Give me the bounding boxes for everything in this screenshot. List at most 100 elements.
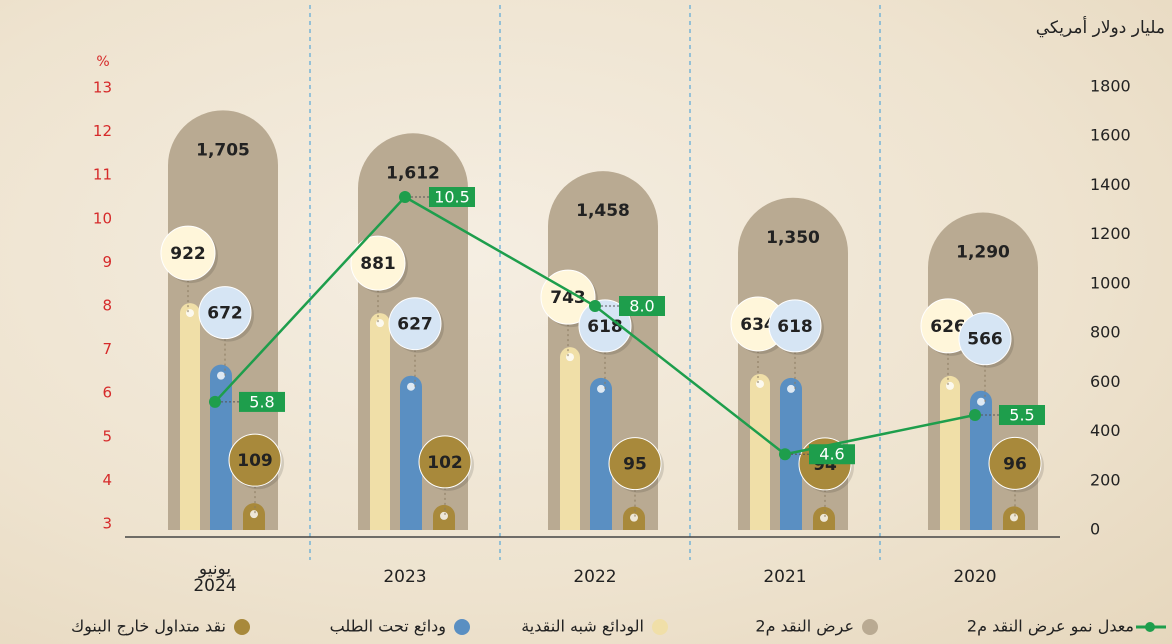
value-label: 743 [550, 288, 586, 308]
bar-dot [217, 371, 225, 380]
value-label: 102 [427, 453, 463, 473]
value-label: 618 [777, 317, 813, 337]
y2-tick-label: 4 [102, 471, 112, 489]
line-value-label: 8.0 [629, 297, 654, 316]
x-tick-label: 2021 [763, 567, 806, 587]
bubble [160, 225, 216, 281]
y-tick-label: 1800 [1090, 77, 1131, 96]
y2-tick-label: 3 [102, 515, 112, 533]
line-value-label: 5.5 [1009, 406, 1034, 425]
value-label: 1,350 [766, 228, 820, 248]
bubble [578, 299, 632, 353]
line-point [779, 448, 791, 461]
value-label: 1,458 [576, 201, 630, 221]
legend-swatch [454, 619, 470, 635]
x-tick-label: 2020 [953, 567, 996, 587]
line-value-label: 4.6 [819, 445, 844, 464]
bar-dot [407, 382, 415, 391]
legend-label: الودائع شبه النقدية [521, 617, 644, 637]
bar-dot [820, 513, 828, 522]
value-label: 672 [207, 304, 243, 324]
line-value-label: 5.8 [249, 392, 274, 411]
legend-label: معدل نمو عرض النقد م2 [967, 617, 1134, 637]
label-box [619, 296, 665, 316]
bar [180, 303, 200, 530]
line-point [399, 191, 411, 203]
bar-dot [597, 384, 605, 393]
y-tick-label: 1000 [1090, 273, 1131, 292]
x-tick-line: يونيو [198, 559, 231, 579]
value-label: 109 [237, 451, 273, 471]
bubble [768, 299, 822, 353]
bar [940, 375, 960, 530]
y-tick-label: 400 [1090, 421, 1121, 440]
value-label: 627 [397, 315, 433, 335]
y2-tick-label: 11 [93, 166, 112, 184]
bar-dot [376, 319, 384, 328]
y2-tick-label: 10 [93, 209, 112, 227]
y-tick-label: 1200 [1090, 224, 1131, 243]
bar-dot [1010, 513, 1018, 522]
legend-swatch [862, 619, 878, 635]
label-box [239, 391, 285, 412]
y-tick-label: 200 [1090, 470, 1121, 489]
bubble [228, 433, 282, 487]
y2-tick-label: 7 [102, 340, 112, 358]
legend-label: ودائع تحت الطلب [330, 617, 446, 637]
x-tick-label: يونيو 2024 [193, 559, 236, 596]
bubble [988, 436, 1042, 490]
bar-dot [566, 353, 574, 362]
bar [370, 313, 390, 530]
bubble [958, 312, 1012, 366]
y-tick-label: 0 [1090, 520, 1100, 539]
x-tick-label: 2023 [383, 567, 426, 587]
bubble [388, 297, 442, 351]
value-label: 1,290 [956, 243, 1010, 263]
line-point [209, 395, 221, 408]
y2-tick-label: 13 [93, 79, 112, 97]
y2-tick-label: 5 [102, 427, 112, 445]
value-label: 1,612 [386, 163, 440, 183]
bubble [350, 235, 406, 291]
value-label: 95 [623, 455, 647, 475]
bar-dot [756, 379, 764, 388]
y2-tick-label: 9 [102, 253, 112, 271]
label-box [429, 187, 475, 207]
value-label: 881 [360, 254, 396, 274]
y-tick-label: 1400 [1090, 175, 1131, 194]
y2-tick-label: 6 [102, 384, 112, 402]
value-label: 634 [740, 315, 776, 335]
y2-tick-label: 12 [93, 122, 112, 140]
bubble [418, 435, 472, 489]
value-label: 566 [967, 330, 1003, 350]
bar [970, 390, 992, 530]
value-label: 626 [930, 317, 966, 337]
legend-label: عرض النقد م2 [755, 617, 854, 637]
bar [590, 377, 612, 530]
legend-swatch [652, 619, 668, 635]
y-tick-label: 600 [1090, 372, 1121, 391]
bar [560, 347, 580, 530]
value-label: 1,705 [196, 140, 250, 160]
value-label: 96 [1003, 454, 1027, 474]
x-tick-label: 2022 [573, 567, 616, 587]
bar-dot [630, 513, 638, 522]
line-point [969, 409, 981, 421]
bar-dot [250, 510, 258, 519]
bar-dot [440, 511, 448, 520]
legend-swatch [234, 619, 250, 635]
y-axis-label: مليار دولار أمريكي [1036, 16, 1165, 38]
legend-label: نقد متداول خارج البنوك [71, 617, 226, 637]
bar-dot [977, 397, 985, 406]
bar-dot [787, 384, 795, 393]
bar-dot [946, 381, 954, 390]
x-tick-line: 2024 [193, 576, 236, 596]
line-point [589, 300, 601, 312]
bubble [198, 286, 252, 340]
y2-axis-label: % [96, 54, 109, 70]
y-tick-label: 1600 [1090, 126, 1131, 145]
label-box [999, 405, 1045, 425]
bar-dot [186, 309, 194, 318]
